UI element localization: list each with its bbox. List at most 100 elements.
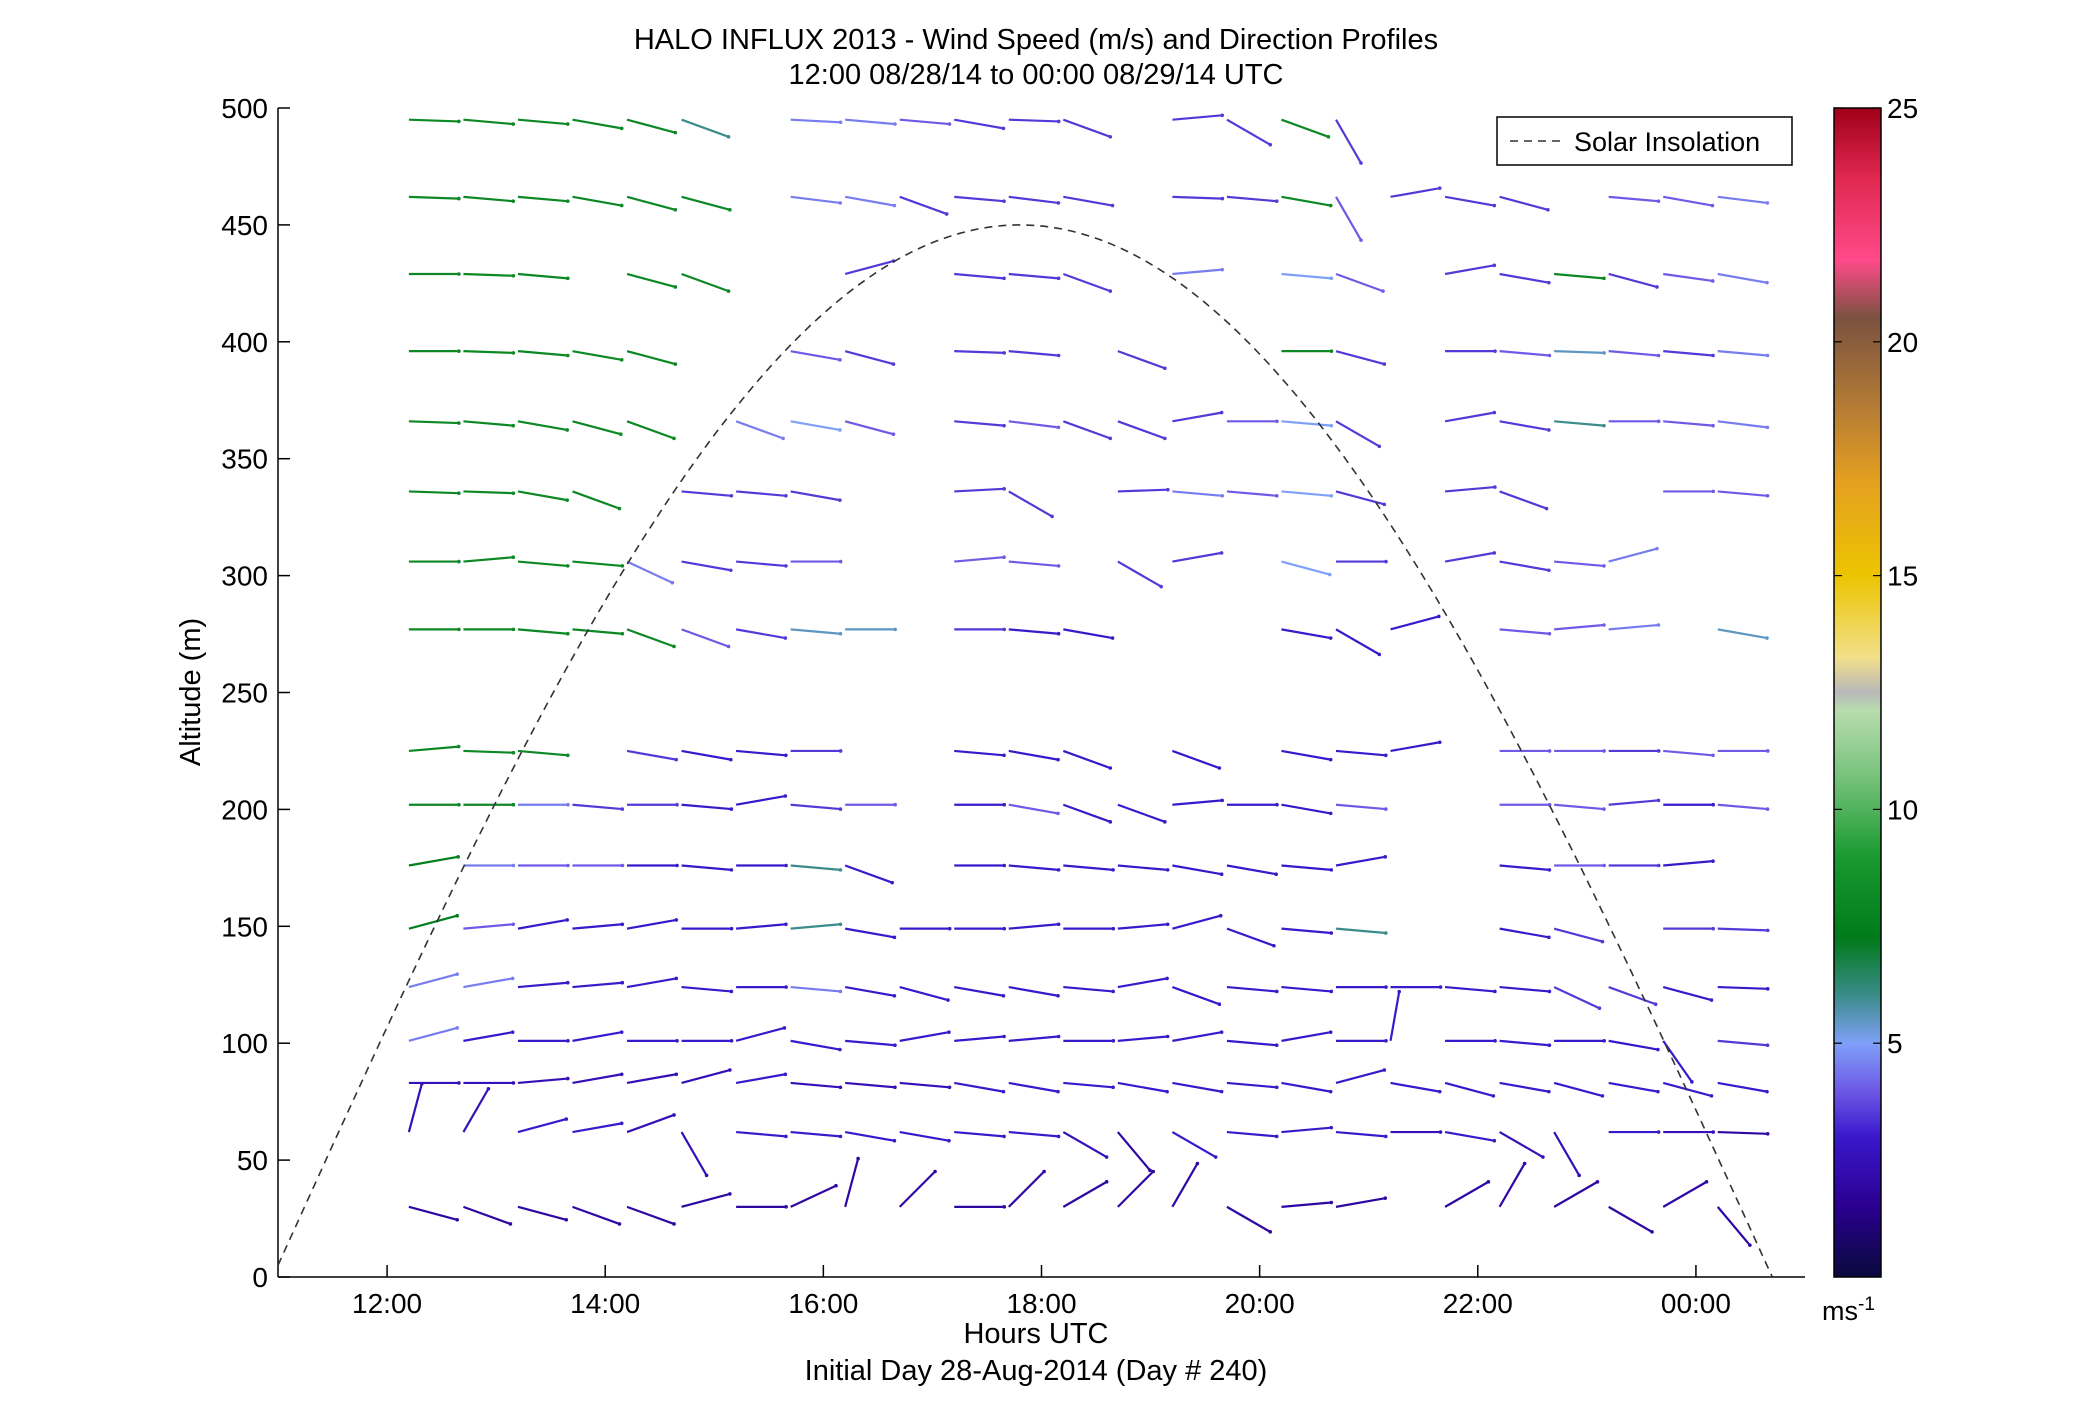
wind-vector [1062,420,1111,440]
wind-vector [626,350,676,366]
wind-vector [1663,272,1713,283]
wind-vector [1281,490,1332,497]
wind-vector-tip [1359,161,1363,165]
wind-vector [1717,628,1768,640]
wind-vector-tip [728,207,732,212]
wind-vector-tip [455,1026,459,1030]
wind-vector [790,864,841,871]
wind-vector-tip [1602,863,1606,868]
wind-vector-tip [838,201,843,205]
wind-vector-tip [838,807,843,811]
wind-vector-tip [457,349,461,353]
wind-vector-tip [1002,351,1007,355]
wind-vector [735,1073,786,1085]
wind-vector-tip [838,922,843,927]
wind-vector-tip [1274,1085,1279,1090]
wind-vector-tip [1268,142,1273,147]
wind-vector [572,195,622,207]
wind-vector [1008,1035,1059,1042]
wind-vector-tip [486,1086,491,1091]
wind-vector [1008,1170,1045,1208]
wind-vector-tip [564,1117,569,1121]
wind-vector [1499,1081,1550,1093]
wind-vector [408,1026,458,1042]
wind-vector [1444,195,1495,207]
wind-vector [681,272,729,293]
wind-vector [1062,803,1111,823]
wind-vector-tip [1493,989,1497,994]
wind-vector-tip [1600,1094,1605,1098]
wind-vector-tip [1219,551,1224,555]
wind-vector-tip [1165,922,1170,927]
wind-vector-tip [1491,1094,1496,1098]
wind-vector [1008,490,1053,518]
wind-vector-tip [1493,1039,1497,1043]
wind-vector-tip [1165,976,1169,981]
wind-vector [681,864,732,871]
wind-vector-tip [618,432,623,437]
wind-vector-tip [1711,802,1716,807]
wind-vector [1717,803,1768,811]
wind-vector [1226,1081,1277,1089]
wind-vector-tip [1602,423,1606,428]
wind-vector [517,118,568,126]
y-tick-label: 450 [221,210,268,241]
wind-vector-tip [893,1085,897,1090]
wind-vector-tip [675,863,679,868]
wind-vector [844,1158,860,1208]
wind-vector-tip [1056,1134,1061,1139]
wind-vector-tip [1547,868,1552,872]
wind-vector-tip [1765,636,1769,640]
wind-vector [517,350,568,357]
wind-vector [1335,490,1385,506]
wind-vector [1717,272,1768,284]
wind-vector [899,1081,950,1089]
wind-vector-tip [457,196,461,201]
wind-vector-tip [838,1134,843,1139]
wind-vector-tip [508,1222,513,1226]
wind-vector [1281,272,1332,280]
wind-vector-tip [1002,926,1007,931]
wind-vector-tip [1547,1043,1552,1048]
wind-vector-tip [838,631,843,636]
wind-vector [463,195,514,203]
wind-vector-tip [1213,1155,1218,1159]
wind-vector-tip [946,998,950,1002]
wind-vector [408,855,459,867]
wind-vector [517,490,568,502]
wind-vector [681,628,729,648]
wind-vector [1335,855,1386,867]
wind-vector [517,272,568,280]
wind-vector-tip [1493,485,1497,489]
wind-vector-tip [1602,749,1606,753]
wind-vector-tip [726,134,731,139]
wind-vector-tip [619,1072,624,1077]
wind-vector [1008,986,1059,997]
wind-vector-tip [1541,1155,1545,1159]
wind-vector-tip [1711,489,1716,494]
wind-vector-tip [511,555,516,560]
wind-vector-tip [1151,1169,1156,1174]
wind-vector-tip [1002,199,1006,204]
wind-vector-tip [1765,201,1770,205]
wind-vector-tip [566,1039,570,1043]
wind-vector [517,1077,568,1085]
wind-vector-tip [1275,802,1279,807]
wind-vector [790,985,841,993]
wind-vector-tip [1056,993,1060,998]
wind-vector [1553,1131,1581,1176]
chart-subtitle: 12:00 08/28/14 to 00:00 08/29/14 UTC [789,59,1284,91]
wind-vector-tip [1110,203,1115,208]
wind-vector-tip [1002,863,1007,868]
wind-vector-tip [675,802,679,807]
wind-vector [1444,1081,1494,1097]
colorbar-unit-exponent: -1 [1858,1294,1875,1315]
wind-vector [790,1184,837,1208]
wind-vector-tip [1274,493,1279,498]
wind-vector [1390,741,1440,753]
wind-vector-tip [1546,207,1550,212]
wind-vector [1499,420,1550,432]
wind-vector-tip [1656,1089,1660,1094]
wind-vector [1335,628,1380,656]
wind-vector-tip [1166,487,1170,492]
